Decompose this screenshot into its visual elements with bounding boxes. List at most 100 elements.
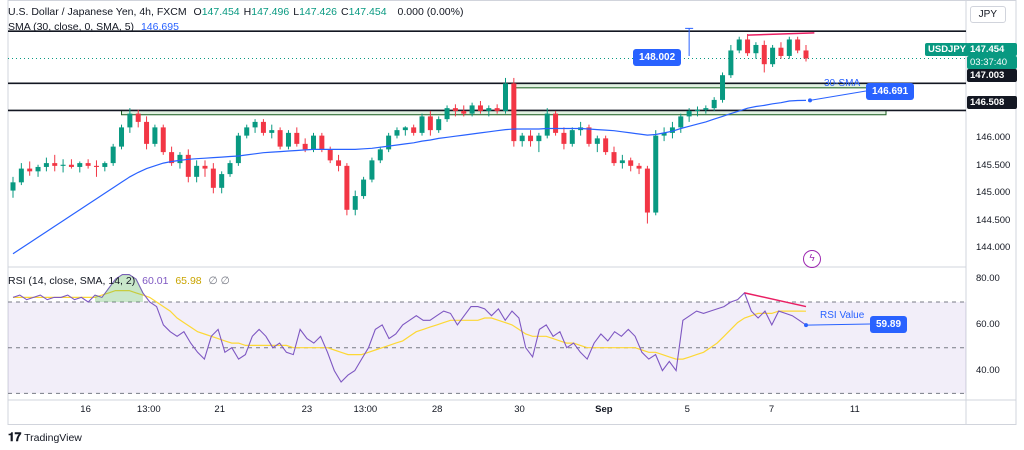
currency-button[interactable]: JPY [969, 6, 1006, 23]
candle-body-77 [653, 135, 659, 213]
time-tick-label: 28 [431, 404, 443, 415]
rsi-divergence-line [744, 292, 807, 308]
rsi-label: RSI (14, close, SMA, 14, 2) [8, 275, 136, 287]
candle-body-74 [628, 160, 634, 166]
candle-body-46 [394, 130, 400, 136]
candle-body-7 [68, 164, 74, 167]
rsi-overbought-fill [95, 274, 143, 302]
rsi-extra: ∅ ∅ [208, 275, 230, 287]
rsi-tick-label: 60.00 [976, 318, 1000, 330]
candle-body-27 [235, 135, 241, 164]
candle-body-30 [260, 121, 266, 133]
ohlc-values: O147.454 H147.496 L147.426 C147.454 [194, 6, 391, 18]
candle-body-21 [185, 154, 191, 177]
candle-body-6 [60, 164, 66, 166]
price-divergence-line [747, 32, 815, 36]
symbol-title: U.S. Dollar / Japanese Yen, 4h, FXCM [8, 6, 187, 18]
candle-body-61 [519, 135, 525, 142]
candle-body-2 [27, 168, 33, 172]
candle-body-48 [411, 127, 417, 133]
sma-annotation: 30-SMA [824, 78, 861, 89]
sma-annotation-line [809, 90, 867, 101]
candle-body-51 [436, 119, 442, 131]
candle-body-56 [477, 105, 483, 111]
candle-body-53 [452, 108, 458, 111]
time-tick-label: Sep [595, 404, 613, 415]
time-tick-label: 13:00 [353, 404, 378, 415]
candle-body-78 [661, 132, 667, 136]
candle-body-3 [35, 166, 41, 172]
time-tick-label: 21 [214, 404, 225, 415]
candle-body-13 [119, 127, 125, 147]
candle-body-63 [536, 135, 542, 142]
candle-body-66 [561, 132, 567, 144]
lightning-icon[interactable]: ϟ [803, 250, 821, 268]
candle-body-4 [43, 163, 49, 167]
price-tick-label: 144.500 [976, 214, 1011, 226]
candle-body-23 [202, 165, 208, 169]
price-tag: 147.454 [967, 43, 1017, 56]
time-tick-label: 11 [849, 404, 860, 415]
candle-body-49 [419, 116, 425, 133]
candle-body-36 [311, 135, 317, 150]
chart-frame [7, 0, 1017, 425]
candle-body-24 [210, 168, 216, 188]
candle-body-50 [427, 116, 433, 131]
candle-body-90 [761, 44, 767, 65]
candle-body-82 [694, 109, 700, 111]
candle-body-60 [511, 83, 517, 142]
candle-body-55 [469, 105, 475, 114]
candle-body-25 [219, 174, 225, 188]
candle-body-84 [711, 99, 717, 109]
candle-body-94 [795, 39, 801, 51]
candle-body-11 [102, 163, 108, 167]
change-value: 0.000 (0.00%) [397, 6, 464, 18]
candle-body-95 [803, 50, 809, 59]
candle-body-41 [352, 196, 358, 210]
candle-body-43 [369, 160, 375, 180]
candle-body-85 [720, 75, 726, 100]
candle-body-10 [93, 165, 99, 167]
candle-body-88 [745, 39, 751, 54]
candle-body-76 [644, 168, 650, 213]
candle-body-45 [386, 135, 392, 150]
candle-body-80 [678, 116, 684, 128]
candle-body-12 [110, 146, 116, 164]
candle-body-81 [686, 110, 692, 117]
rsi-annotation: RSI Value [820, 310, 865, 321]
candle-body-73 [619, 160, 625, 164]
candle-body-52 [444, 108, 450, 120]
ohlc-c: C147.454 [341, 6, 387, 18]
price-tick-label: 146.000 [976, 132, 1011, 144]
candle-body-83 [703, 108, 709, 110]
callout-148002: 148.002 [633, 49, 682, 66]
candle-body-28 [244, 127, 250, 136]
countdown-tag: 03:37:40 [967, 56, 1017, 69]
rsi-annotation-dot [804, 323, 808, 328]
candle-body-5 [52, 163, 58, 166]
time-tick-label: 16 [80, 404, 91, 415]
brand-logo[interactable]: 𝟏𝟕 TradingView [8, 430, 82, 445]
candle-body-44 [377, 149, 383, 161]
brand-text: TradingView [24, 432, 82, 444]
time-tick-label: 7 [768, 404, 775, 415]
candle-body-86 [728, 50, 734, 76]
time-tick-label: 5 [684, 404, 690, 415]
candle-body-79 [669, 127, 675, 133]
ohlc-l: L147.426 [293, 6, 338, 18]
candle-body-15 [135, 113, 141, 122]
candle-body-58 [494, 108, 500, 111]
candle-body-32 [277, 130, 283, 147]
candle-body-93 [786, 39, 792, 56]
ohlc-h: H147.496 [243, 6, 290, 18]
sma-value: 146.695 [140, 21, 179, 33]
candle-body-16 [144, 121, 150, 144]
ohlc-o: O147.454 [193, 6, 240, 18]
candle-body-65 [553, 113, 559, 133]
candle-body-35 [302, 143, 308, 150]
candle-body-89 [753, 44, 759, 54]
candle-body-75 [636, 165, 642, 169]
sma-tag: 146.691 [866, 83, 915, 100]
candle-body-54 [461, 110, 467, 114]
